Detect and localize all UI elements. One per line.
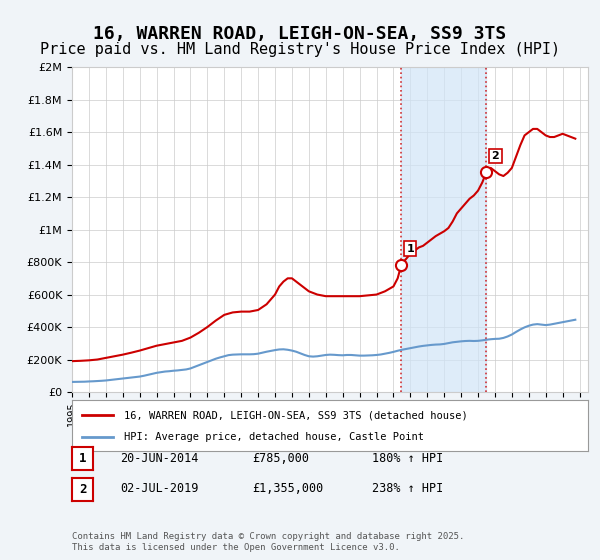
Text: 2: 2 <box>79 483 86 496</box>
Text: 2: 2 <box>491 151 499 161</box>
Text: 16, WARREN ROAD, LEIGH-ON-SEA, SS9 3TS: 16, WARREN ROAD, LEIGH-ON-SEA, SS9 3TS <box>94 25 506 43</box>
Text: 1: 1 <box>79 452 86 465</box>
Text: 16, WARREN ROAD, LEIGH-ON-SEA, SS9 3TS (detached house): 16, WARREN ROAD, LEIGH-ON-SEA, SS9 3TS (… <box>124 410 467 421</box>
Text: Price paid vs. HM Land Registry's House Price Index (HPI): Price paid vs. HM Land Registry's House … <box>40 42 560 57</box>
Text: £1,355,000: £1,355,000 <box>252 482 323 496</box>
Text: 1: 1 <box>406 244 414 254</box>
Text: 20-JUN-2014: 20-JUN-2014 <box>120 451 199 465</box>
Text: 238% ↑ HPI: 238% ↑ HPI <box>372 482 443 496</box>
Text: HPI: Average price, detached house, Castle Point: HPI: Average price, detached house, Cast… <box>124 432 424 442</box>
Text: £785,000: £785,000 <box>252 451 309 465</box>
Text: 02-JUL-2019: 02-JUL-2019 <box>120 482 199 496</box>
Bar <box>401 67 487 392</box>
Text: Contains HM Land Registry data © Crown copyright and database right 2025.
This d: Contains HM Land Registry data © Crown c… <box>72 532 464 552</box>
Text: 180% ↑ HPI: 180% ↑ HPI <box>372 451 443 465</box>
